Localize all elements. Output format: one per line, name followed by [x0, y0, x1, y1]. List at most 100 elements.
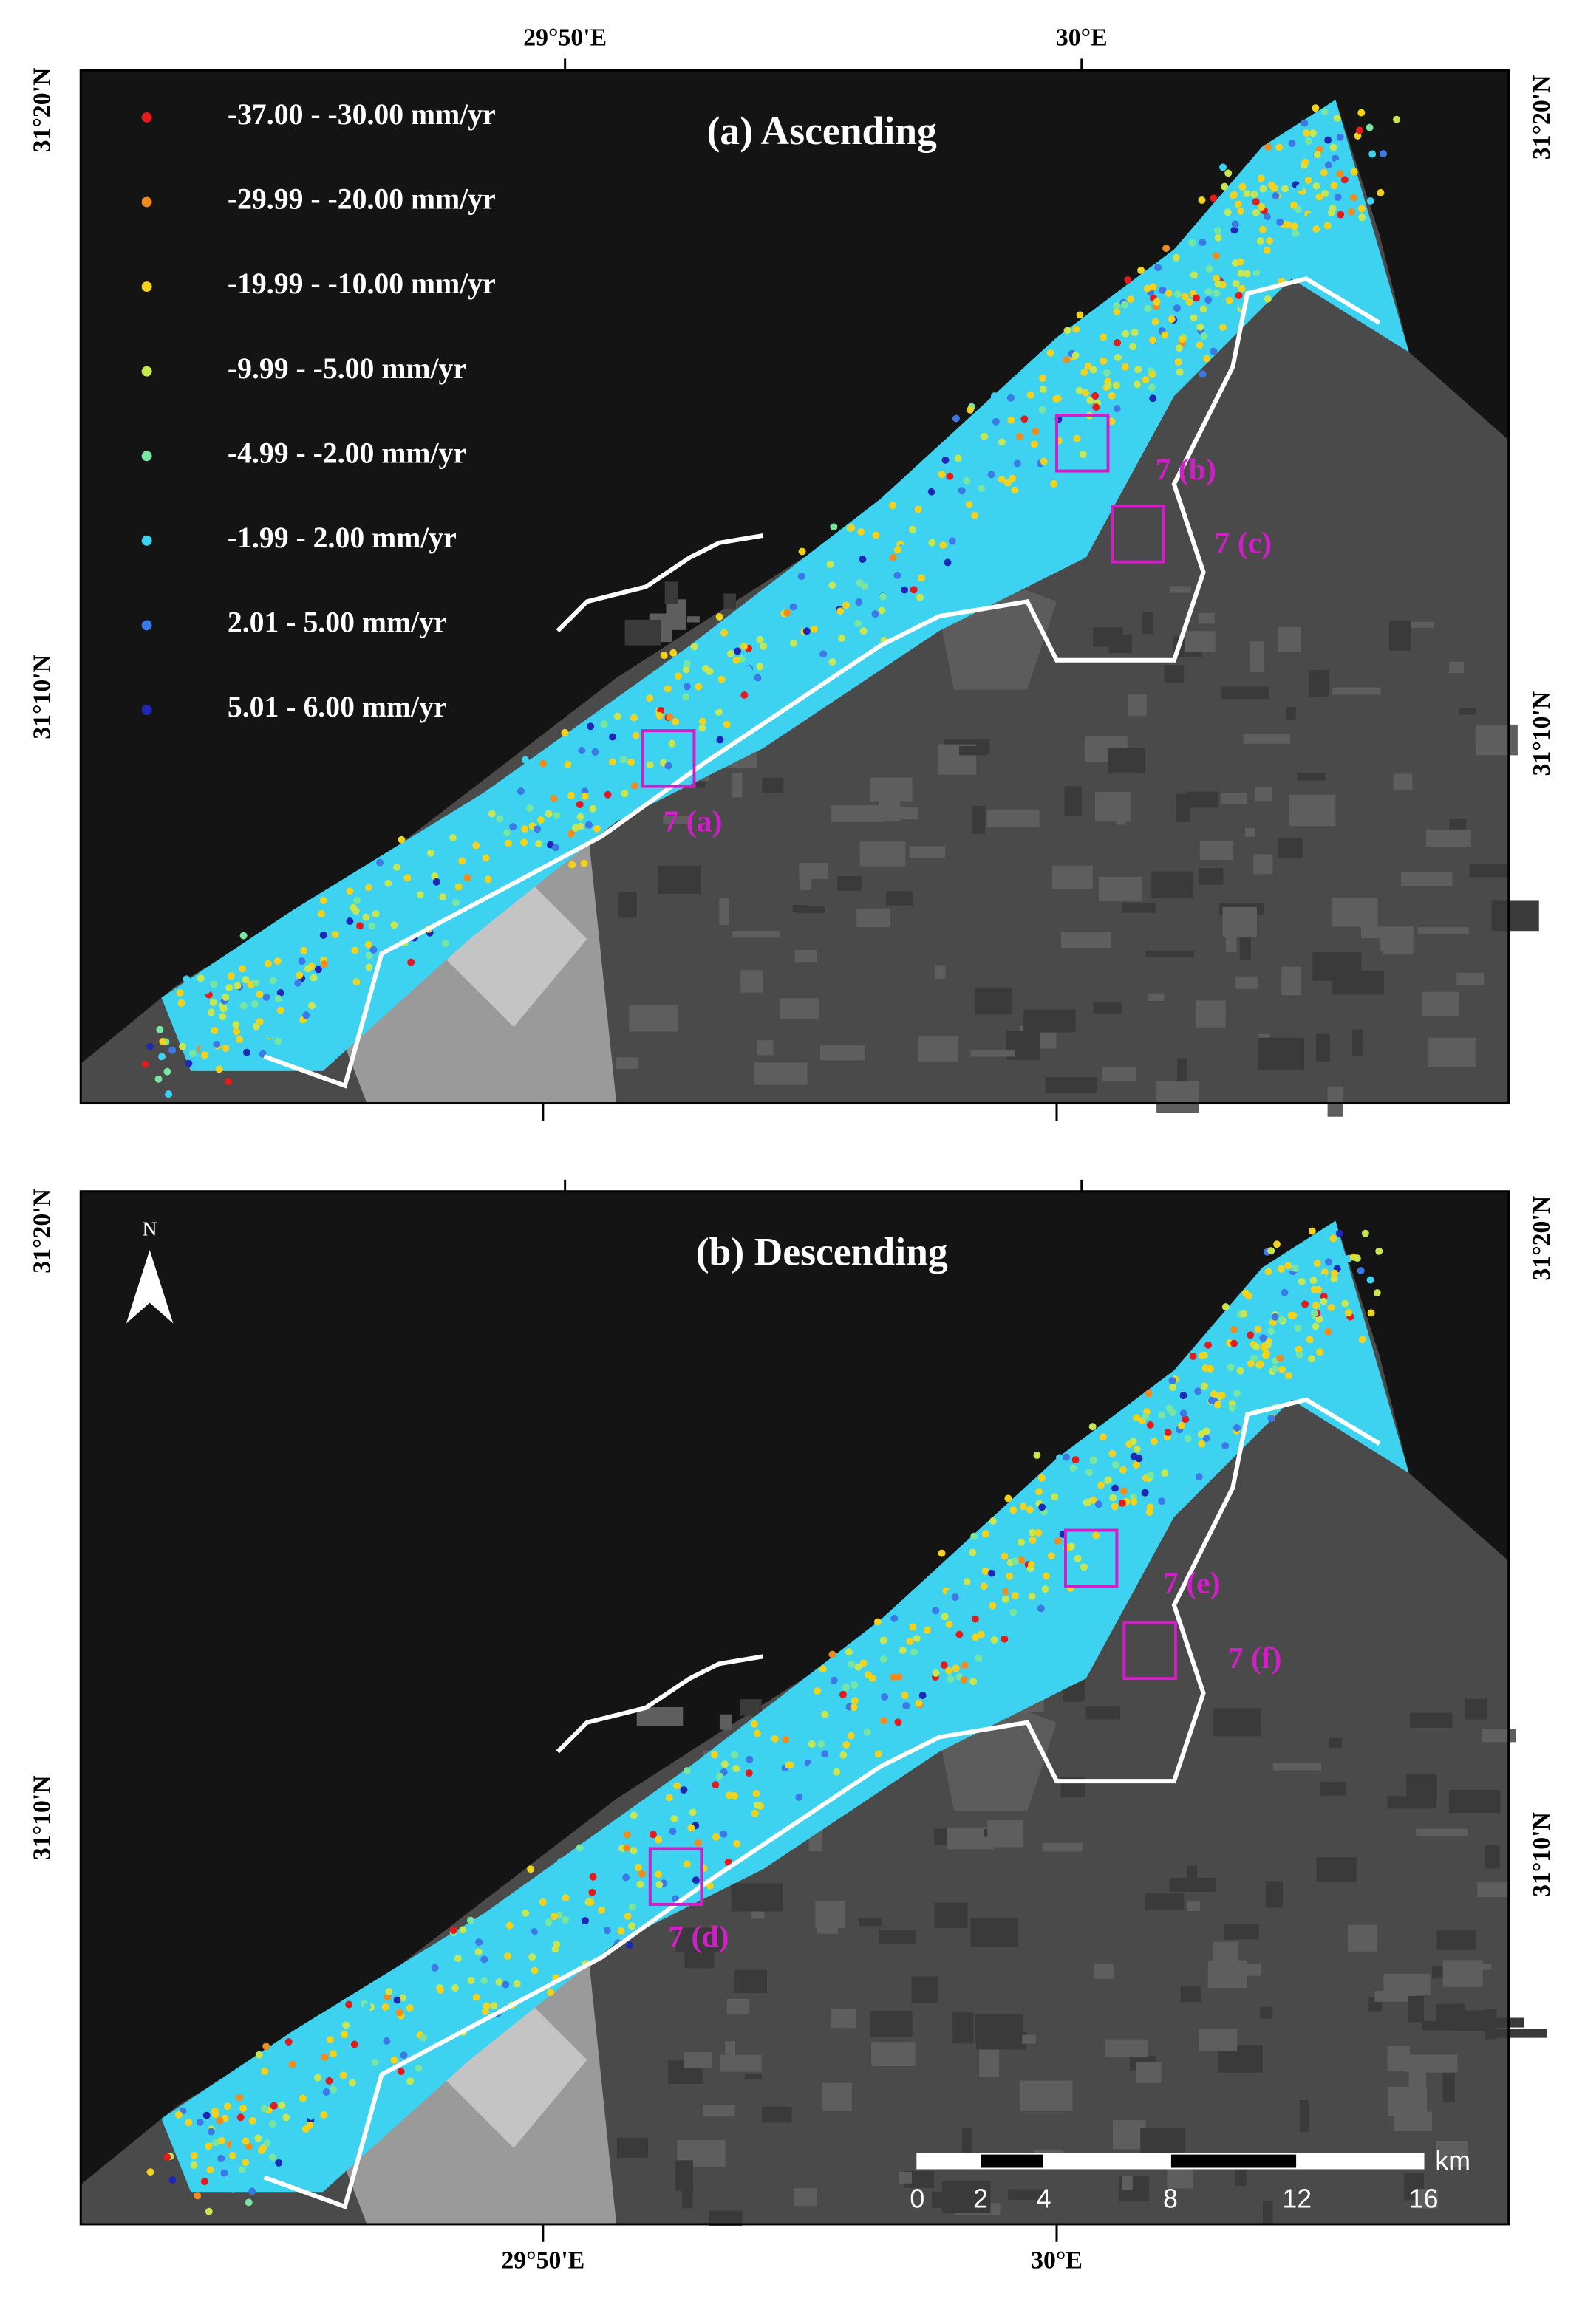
field: [1347, 1924, 1378, 1952]
ps-point: [1029, 1536, 1037, 1544]
ps-point: [1224, 208, 1232, 216]
ps-point: [1108, 392, 1116, 400]
ps-point: [261, 2105, 269, 2113]
ps-point: [207, 2128, 215, 2136]
ps-point: [1111, 1460, 1119, 1469]
ps-point: [1258, 203, 1266, 211]
field: [1199, 841, 1234, 861]
ps-point: [307, 2112, 315, 2120]
ps-point: [547, 1989, 555, 1997]
ps-point: [1212, 252, 1220, 260]
ps-point: [1080, 1563, 1088, 1571]
ps-point: [622, 1873, 630, 1882]
ps-point: [1264, 143, 1272, 151]
ps-point: [201, 1051, 209, 1059]
ps-point: [1009, 474, 1017, 482]
ps-point: [1218, 1391, 1226, 1399]
ps-point: [1320, 108, 1329, 116]
field: [1102, 1067, 1136, 1081]
ps-point: [617, 1927, 625, 1935]
ps-point: [163, 2153, 171, 2161]
ps-point: [252, 979, 260, 987]
ps-point: [229, 2152, 236, 2159]
field: [896, 807, 918, 820]
field: [731, 931, 780, 938]
field: [1185, 791, 1219, 808]
ps-point: [568, 861, 576, 869]
field: [731, 1883, 783, 1912]
scale-label: 8: [1163, 2184, 1178, 2214]
ps-point: [851, 1681, 859, 1689]
field: [904, 2171, 935, 2188]
ps-point: [1227, 1364, 1235, 1371]
ps-point: [738, 610, 746, 618]
ps-point: [234, 982, 242, 990]
field: [1148, 993, 1165, 1001]
field: [1278, 626, 1301, 652]
ps-point: [256, 991, 264, 999]
ps-point: [282, 2113, 290, 2122]
ps-point: [632, 731, 640, 739]
ps-point: [194, 2192, 202, 2200]
ps-point: [740, 643, 748, 650]
ps-point: [1035, 1488, 1043, 1496]
ps-point: [1162, 245, 1170, 253]
ps-point: [1198, 196, 1206, 204]
ps-point: [1046, 355, 1054, 363]
ps-point: [1214, 233, 1222, 242]
ps-point: [901, 586, 909, 594]
ps-point: [472, 1993, 480, 2001]
ps-point: [947, 1675, 955, 1683]
ps-point: [1321, 190, 1329, 197]
ps-point: [556, 1858, 565, 1866]
ps-point: [587, 722, 595, 731]
ps-point: [1238, 1330, 1246, 1338]
ps-point: [828, 658, 836, 666]
ps-point: [878, 606, 886, 615]
ps-point: [584, 821, 593, 829]
frame: [79, 69, 1510, 1105]
field: [1465, 1698, 1487, 1720]
ps-point: [1236, 1367, 1244, 1375]
field: [616, 2137, 649, 2159]
ps-point: [591, 748, 599, 756]
ps-point: [1111, 1484, 1119, 1492]
ps-point: [454, 883, 463, 891]
ps-point: [1001, 1595, 1009, 1603]
field: [1233, 1963, 1261, 1976]
field: [1298, 773, 1326, 781]
ps-point: [948, 537, 956, 545]
ps-point: [1235, 291, 1243, 299]
scale-segment: [916, 2153, 981, 2170]
ps-point: [502, 1980, 510, 1989]
ps-point: [1149, 336, 1156, 344]
ps-point: [463, 874, 471, 882]
ps-point: [248, 2187, 256, 2195]
ps-point: [1368, 150, 1377, 158]
ps-point: [1078, 1452, 1086, 1460]
ps-point: [1289, 1340, 1297, 1348]
ps-point: [383, 2037, 391, 2045]
ps-point: [879, 1636, 887, 1644]
ps-point: [1281, 1288, 1289, 1296]
ps-point: [1324, 161, 1332, 169]
ps-point: [829, 1723, 837, 1731]
ps-point: [279, 2057, 287, 2065]
field: [1094, 792, 1132, 822]
ps-point: [1146, 1421, 1154, 1429]
ps-point: [666, 713, 674, 721]
ps-point: [608, 758, 616, 766]
field: [1169, 586, 1191, 593]
ps-point: [908, 525, 916, 533]
ps-point: [1304, 137, 1312, 146]
ps-point: [495, 1978, 503, 1986]
ps-point: [229, 2184, 237, 2193]
ps-point: [1320, 168, 1328, 177]
ps-point: [1198, 1440, 1206, 1448]
field: [879, 1930, 917, 1944]
ps-point: [154, 1075, 163, 1083]
ps-point: [1308, 1227, 1316, 1235]
ps-point: [682, 693, 690, 701]
ps-point: [967, 406, 974, 414]
ps-point: [1257, 174, 1265, 182]
